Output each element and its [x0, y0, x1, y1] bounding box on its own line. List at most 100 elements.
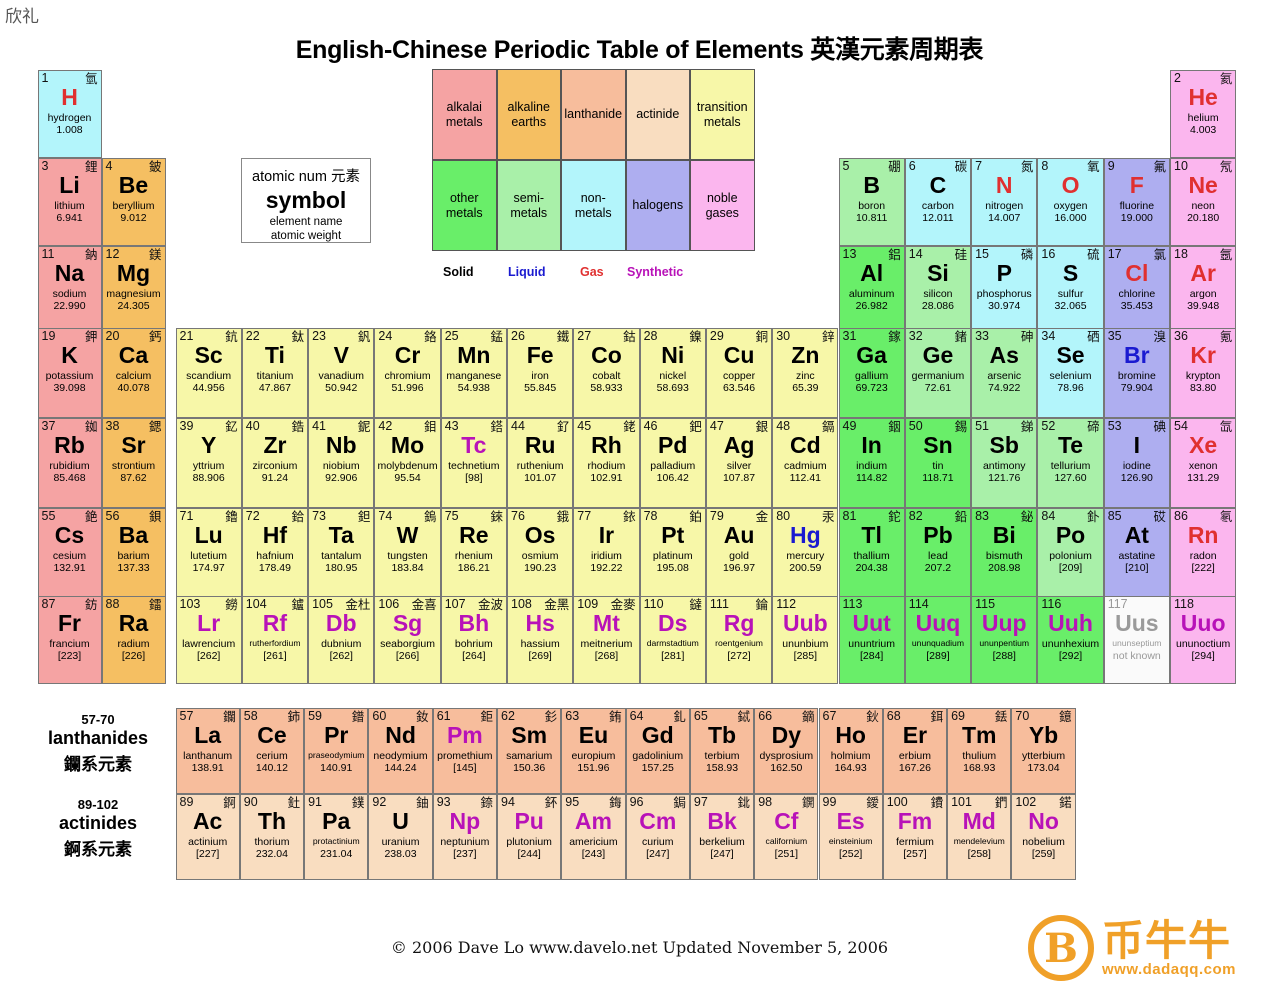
- element-cell-ds[interactable]: 110 鐽 Ds darmstadtium [281]: [639, 596, 706, 684]
- element-cell-zn[interactable]: 30 鋅 Zn zinc 65.39: [772, 328, 839, 418]
- element-cell-bh[interactable]: 107 金波 Bh bohrium [264]: [440, 596, 507, 684]
- element-cell-mn[interactable]: 25 錳 Mn manganese 54.938: [440, 328, 507, 418]
- element-cell-uut[interactable]: 113 Uut ununtrium [284]: [838, 596, 905, 684]
- element-cell-sm[interactable]: 62 釤 Sm samarium 150.36: [497, 708, 562, 794]
- element-cell-uuo[interactable]: 118 Uuo ununoctium [294]: [1170, 596, 1237, 684]
- element-cell-hg[interactable]: 80 汞 Hg mercury 200.59: [772, 508, 839, 598]
- element-cell-nb[interactable]: 41 鈮 Nb niobium 92.906: [308, 418, 375, 508]
- element-cell-sc[interactable]: 21 鈧 Sc scandium 44.956: [175, 328, 242, 418]
- element-cell-pu[interactable]: 94 鈈 Pu plutonium [244]: [497, 794, 562, 880]
- element-cell-hf[interactable]: 72 鉿 Hf hafnium 178.49: [241, 508, 309, 598]
- element-cell-re[interactable]: 75 錸 Re rhenium 186.21: [440, 508, 507, 598]
- element-cell-uuq[interactable]: 114 Uuq ununquadium [289]: [904, 596, 972, 684]
- element-cell-ra[interactable]: 88 鐳 Ra radium [226]: [101, 596, 166, 684]
- element-cell-th[interactable]: 90 釷 Th thorium 232.04: [239, 794, 305, 880]
- element-cell-pm[interactable]: 61 鉅 Pm promethium [145]: [432, 708, 497, 794]
- element-cell-tl[interactable]: 81 鉈 Tl thallium 204.38: [838, 508, 905, 598]
- element-cell-ge[interactable]: 32 鍺 Ge germanium 72.61: [904, 328, 972, 418]
- element-cell-al[interactable]: 13 鋁 Al aluminum 26.982: [838, 246, 905, 334]
- element-cell-nd[interactable]: 60 釹 Nd neodymium 144.24: [368, 708, 433, 794]
- element-cell-lr[interactable]: 103 鐒 Lr lawrencium [262]: [175, 596, 242, 684]
- element-cell-po[interactable]: 84 釙 Po polonium [209]: [1037, 508, 1104, 598]
- element-cell-eu[interactable]: 63 銪 Eu europium 151.96: [561, 708, 626, 794]
- element-cell-hs[interactable]: 108 金黑 Hs hassium [269]: [507, 596, 574, 684]
- element-cell-at[interactable]: 85 砹 At astatine [210]: [1103, 508, 1170, 598]
- element-cell-er[interactable]: 68 鉺 Er erbium 167.26: [882, 708, 948, 794]
- element-cell-co[interactable]: 27 鈷 Co cobalt 58.933: [573, 328, 640, 418]
- element-cell-te[interactable]: 52 碲 Te tellurium 127.60: [1037, 418, 1104, 508]
- element-cell-cf[interactable]: 98 鐦 Cf californium [251]: [754, 794, 819, 880]
- element-cell-uus[interactable]: 117 Uus ununseptium not known: [1103, 596, 1170, 684]
- element-cell-rh[interactable]: 45 銠 Rh rhodium 102.91: [573, 418, 640, 508]
- element-cell-au[interactable]: 79 金 Au gold 196.97: [705, 508, 773, 598]
- element-cell-cm[interactable]: 96 鋦 Cm curium [247]: [625, 794, 690, 880]
- element-cell-zr[interactable]: 40 鋯 Zr zirconium 91.24: [241, 418, 309, 508]
- element-cell-cl[interactable]: 17 氯 Cl chlorine 35.453: [1103, 246, 1170, 334]
- element-cell-ac[interactable]: 89 錒 Ac actinium [227]: [175, 794, 240, 880]
- element-cell-rn[interactable]: 86 氡 Rn radon [222]: [1170, 508, 1237, 598]
- element-cell-mo[interactable]: 42 鉬 Mo molybdenum 95.54: [374, 418, 441, 508]
- element-cell-ir[interactable]: 77 銥 Ir iridium 192.22: [573, 508, 640, 598]
- element-cell-tb[interactable]: 65 鋱 Tb terbium 158.93: [689, 708, 755, 794]
- element-cell-ni[interactable]: 28 鎳 Ni nickel 58.693: [639, 328, 706, 418]
- element-cell-ta[interactable]: 73 鉭 Ta tantalum 180.95: [308, 508, 375, 598]
- element-cell-kr[interactable]: 36 氪 Kr krypton 83.80: [1170, 328, 1237, 418]
- element-cell-ru[interactable]: 44 釕 Ru ruthenium 101.07: [507, 418, 574, 508]
- element-cell-ag[interactable]: 47 銀 Ag silver 107.87: [705, 418, 773, 508]
- element-cell-pa[interactable]: 91 鏷 Pa protactinium 231.04: [304, 794, 369, 880]
- element-cell-mt[interactable]: 109 金麥 Mt meitnerium [268]: [573, 596, 640, 684]
- element-cell-gd[interactable]: 64 釓 Gd gadolinium 157.25: [625, 708, 690, 794]
- element-cell-tc[interactable]: 43 鎝 Tc technetium [98]: [440, 418, 507, 508]
- element-cell-as[interactable]: 33 砷 As arsenic 74.922: [971, 328, 1038, 418]
- element-cell-tm[interactable]: 69 銩 Tm thulium 168.93: [947, 708, 1012, 794]
- element-cell-si[interactable]: 14 硅 Si silicon 28.086: [904, 246, 972, 334]
- element-cell-cr[interactable]: 24 鉻 Cr chromium 51.996: [374, 328, 441, 418]
- element-cell-dy[interactable]: 66 鏑 Dy dysprosium 162.50: [754, 708, 819, 794]
- element-cell-ba[interactable]: 56 鋇 Ba barium 137.33: [101, 508, 166, 598]
- element-cell-cd[interactable]: 48 鎘 Cd cadmium 112.41: [772, 418, 839, 508]
- element-cell-pt[interactable]: 78 鉑 Pt platinum 195.08: [639, 508, 706, 598]
- element-cell-ho[interactable]: 67 鈥 Ho holmium 164.93: [818, 708, 883, 794]
- element-cell-rf[interactable]: 104 鑪 Rf rutherfordium [261]: [241, 596, 309, 684]
- element-cell-db[interactable]: 105 金杜 Db dubnium [262]: [308, 596, 375, 684]
- element-cell-pd[interactable]: 46 鈀 Pd palladium 106.42: [639, 418, 706, 508]
- element-cell-pb[interactable]: 82 鉛 Pb lead 207.2: [904, 508, 972, 598]
- element-cell-se[interactable]: 34 硒 Se selenium 78.96: [1037, 328, 1104, 418]
- element-cell-pr[interactable]: 59 鐠 Pr praseodymium 140.91: [304, 708, 369, 794]
- element-cell-uuh[interactable]: 116 Uuh ununhexium [292]: [1037, 596, 1104, 684]
- element-cell-es[interactable]: 99 鑀 Es einsteinium [252]: [818, 794, 883, 880]
- element-cell-cu[interactable]: 29 銅 Cu copper 63.546: [705, 328, 773, 418]
- element-cell-la[interactable]: 57 鑭 La lanthanum 138.91: [175, 708, 240, 794]
- element-cell-ti[interactable]: 22 鈦 Ti titanium 47.867: [241, 328, 309, 418]
- element-cell-fm[interactable]: 100 鐨 Fm fermium [257]: [882, 794, 948, 880]
- element-cell-rb[interactable]: 37 銣 Rb rubidium 85.468: [37, 418, 102, 508]
- element-cell-he[interactable]: 2 氦 He helium 4.003: [1170, 70, 1237, 158]
- element-cell-be[interactable]: 4 鈹 Be beryllium 9.012: [101, 158, 166, 246]
- element-cell-fr[interactable]: 87 鈁 Fr francium [223]: [37, 596, 102, 684]
- element-cell-uup[interactable]: 115 Uup ununpentium [288]: [971, 596, 1038, 684]
- element-cell-sr[interactable]: 38 鍶 Sr strontium 87.62: [101, 418, 166, 508]
- element-cell-bi[interactable]: 83 鉍 Bi bismuth 208.98: [971, 508, 1038, 598]
- element-cell-am[interactable]: 95 鋂 Am americium [243]: [561, 794, 626, 880]
- element-cell-ga[interactable]: 31 鎵 Ga gallium 69.723: [838, 328, 905, 418]
- element-cell-lu[interactable]: 71 鑥 Lu lutetium 174.97: [175, 508, 242, 598]
- element-cell-br[interactable]: 35 溴 Br bromine 79.904: [1103, 328, 1170, 418]
- element-cell-na[interactable]: 11 鈉 Na sodium 22.990: [37, 246, 102, 334]
- element-cell-rg[interactable]: 111 錀 Rg roentgenium [272]: [705, 596, 773, 684]
- element-cell-mg[interactable]: 12 鎂 Mg magnesium 24.305: [101, 246, 166, 334]
- element-cell-yb[interactable]: 70 鐿 Yb ytterbium 173.04: [1011, 708, 1076, 794]
- element-cell-sg[interactable]: 106 金喜 Sg seaborgium [266]: [374, 596, 441, 684]
